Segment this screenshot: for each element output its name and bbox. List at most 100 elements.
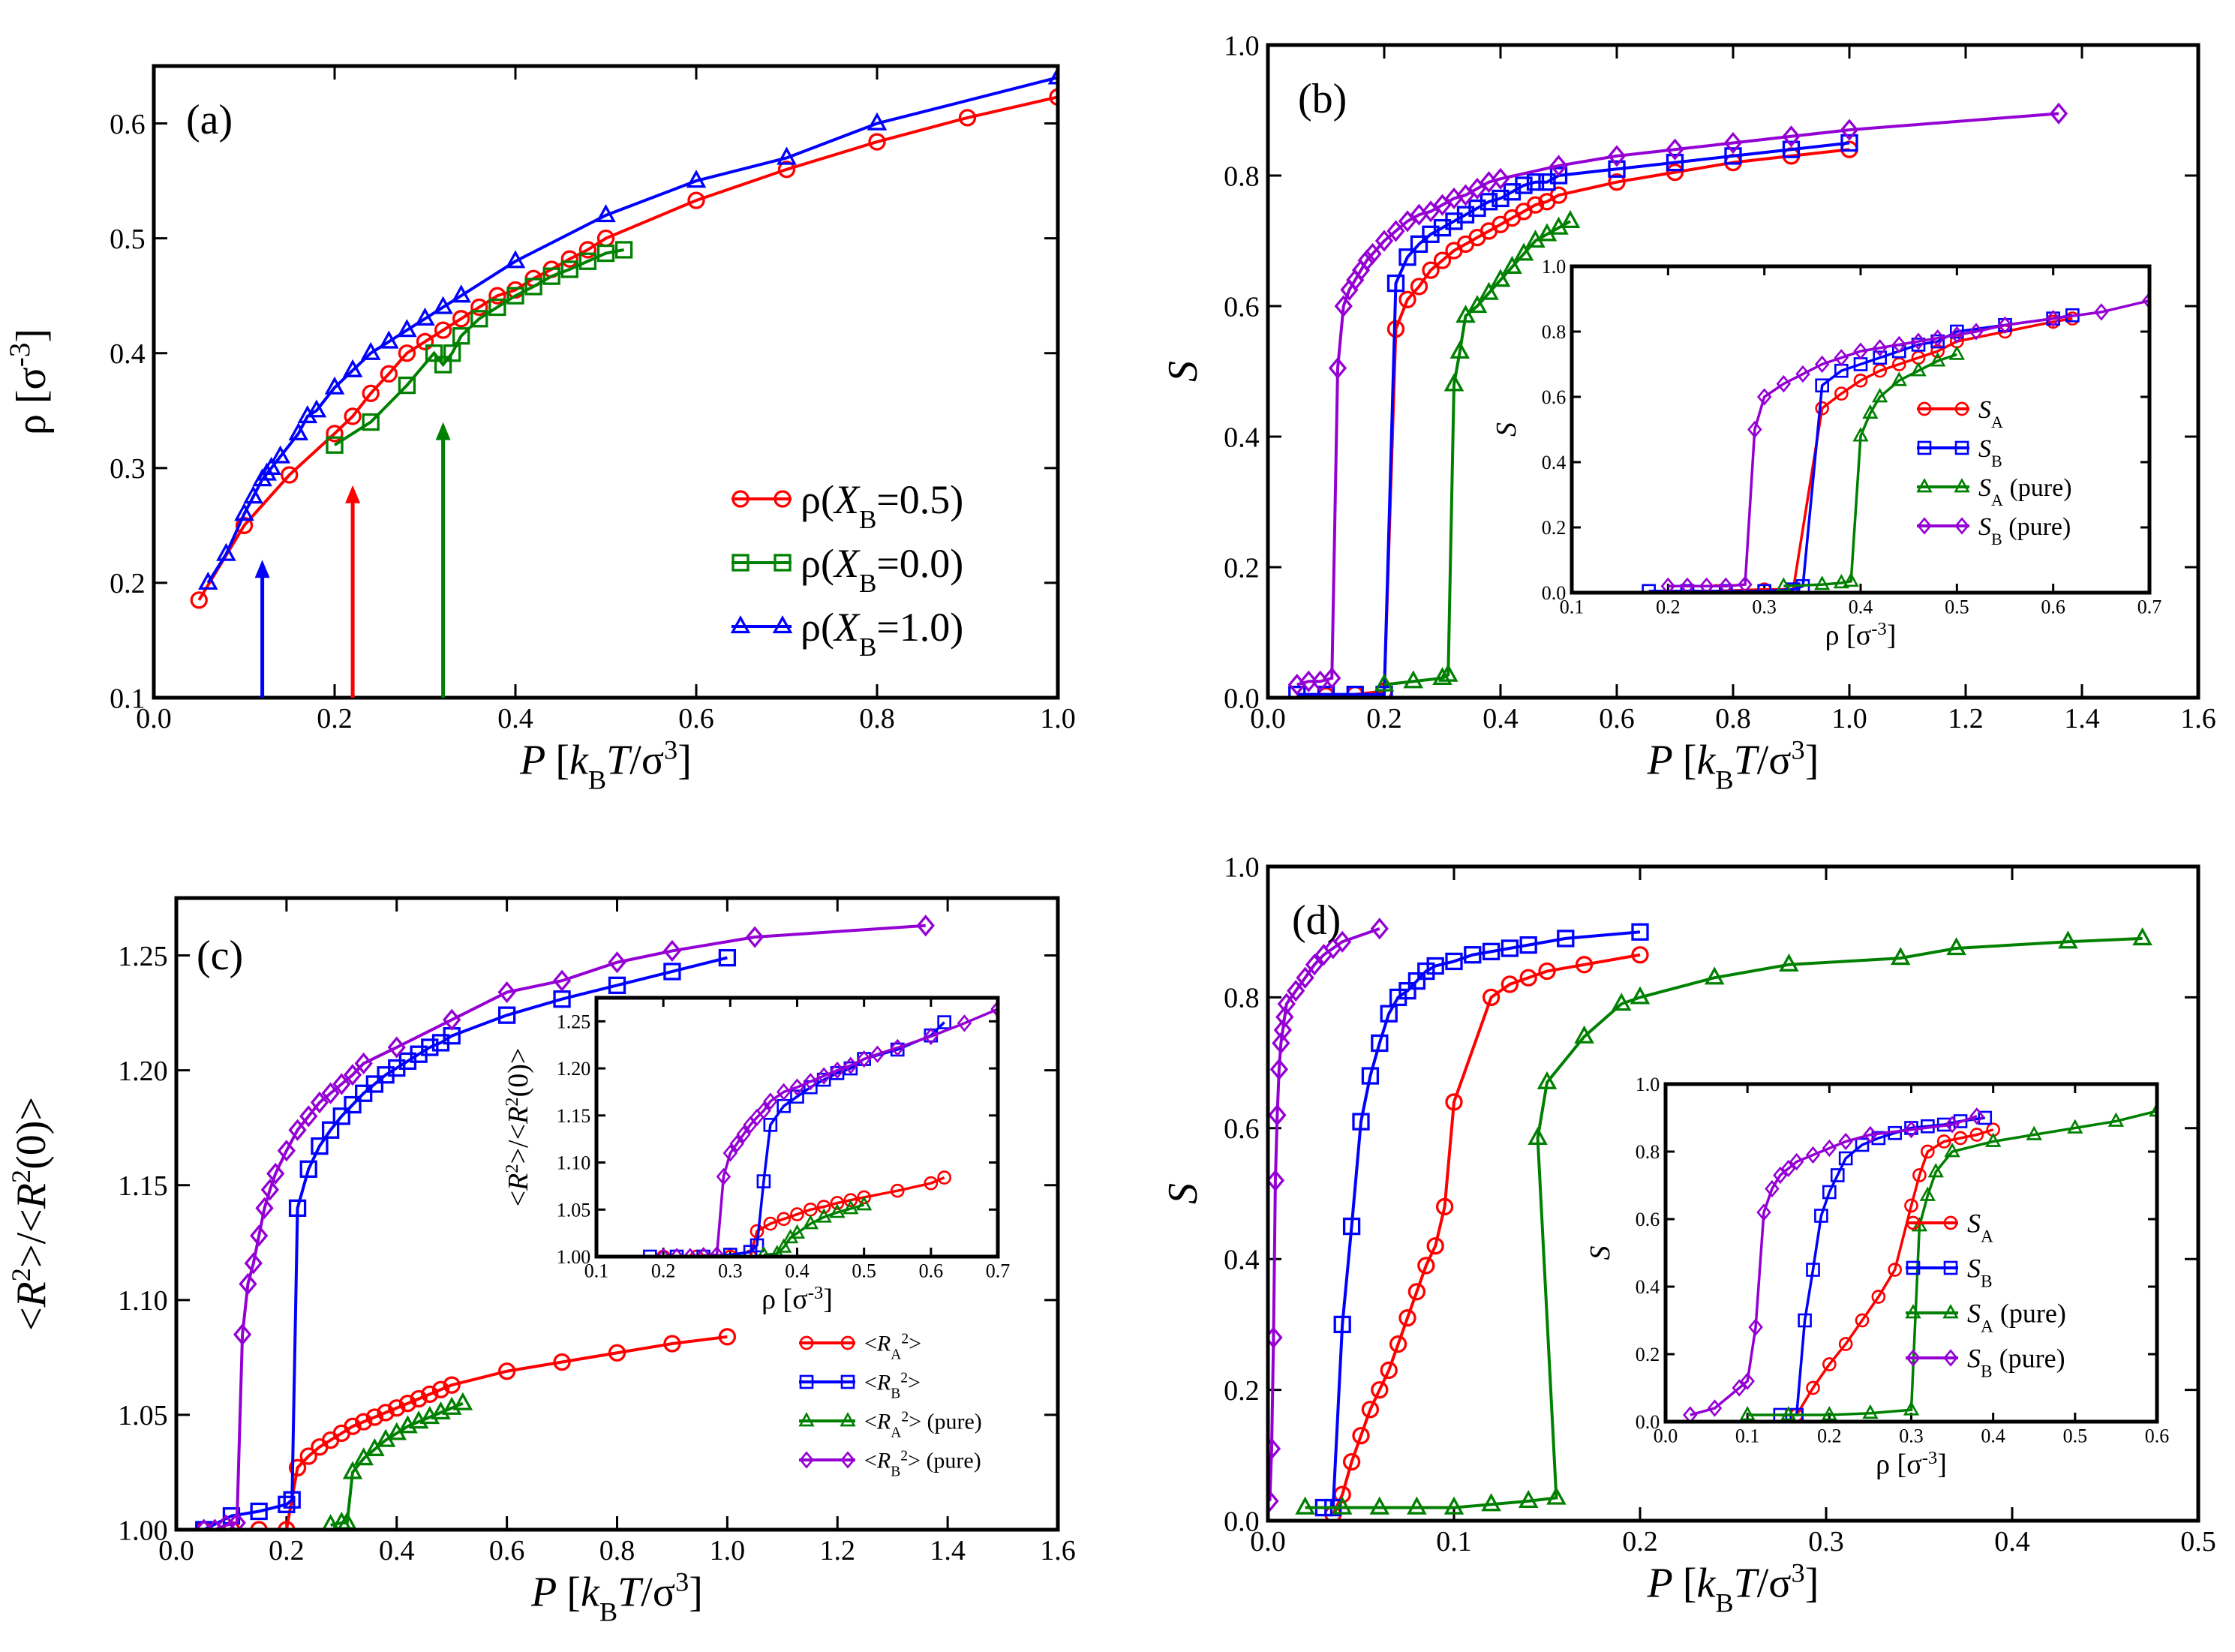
y-tick-label: 0.8 [1224,983,1260,1014]
label-part: B [1715,765,1733,795]
data-point [2049,102,2068,125]
data-point [868,133,886,151]
data-point [433,296,453,314]
label-part: X [833,605,861,650]
data-point [1775,577,1792,592]
y-tick-label: 1.0 [1224,30,1260,62]
data-point [1549,155,1568,177]
legend-entry: SA (pure) [1905,1299,2066,1337]
series-line [1668,299,2149,588]
label-part: ] [1937,1449,1947,1480]
data-point [266,1162,285,1185]
y-tick-label: 0.8 [1542,321,1567,343]
x-tick-label: 0.6 [2041,596,2065,617]
series-line [1747,1110,2157,1416]
series-line [1783,353,1957,588]
panel-b-inset: 0.1 0.2 0.3 0.4 0.5 0.6 0.7 0.0 0.2 0.4 0.6 0.8 1.0 ρ… [1491,256,2161,651]
x-axis-label: P [kBT/σ3] [1647,735,1819,795]
legend-entry: SA (pure) [1916,474,2072,509]
data-point [1969,1128,1984,1142]
legend-marker [1917,517,1932,535]
series [190,88,1058,609]
panel-label: (d) [1292,897,1341,944]
series-line [1331,953,1641,1515]
data-point [260,1179,279,1201]
data-point [1049,88,1058,106]
label-part: T [1734,1560,1760,1607]
data-point [410,1389,428,1408]
data-point [353,1447,374,1466]
legend-marker [799,1451,814,1469]
data-point [1287,980,1305,1002]
data-point [250,1502,268,1521]
label-part: -3 [808,1283,824,1303]
series [757,1196,873,1257]
x-axis-label: ρ [σ-3] [762,1283,833,1316]
data-point [578,241,597,259]
legend-entry: ρ(XB=1.0) [730,605,963,661]
label-part: S [1160,1183,1206,1204]
label-part: < [864,1332,877,1356]
data-point [1352,1426,1370,1445]
x-tick-label: 0.6 [678,703,714,734]
x-tick-label: 0.4 [1849,596,1873,617]
label-part: ρ [1876,1449,1890,1480]
label-part: ρ( [801,605,834,650]
data-point [763,1118,778,1132]
label-part: B [859,504,876,533]
data-point [596,244,615,263]
legend-marker [1906,1215,1921,1230]
data-point [261,456,281,475]
data-point [288,422,309,441]
label-part: ] [1887,620,1897,651]
axes-frame [1266,864,2200,1523]
data-point [756,1174,771,1188]
data-point [1853,342,1868,360]
data-point [890,1038,905,1057]
label-part: A [891,1425,901,1440]
data-point [1891,371,1907,386]
series-line [1305,936,2143,1509]
data-point [497,1362,516,1380]
legend-marker [774,490,792,508]
x-tick-label: 0.8 [1715,703,1751,734]
y-axis-label: S [1585,1246,1616,1260]
data-point [1978,1110,1993,1125]
data-point [1323,667,1341,689]
y-tick-label: 1.15 [557,1105,591,1127]
data-point [789,1078,805,1096]
data-point [421,1385,439,1404]
legend-marker [1943,1349,1958,1367]
legend-label: <RB2> (pure) [864,1448,981,1479]
data-point [1363,242,1382,265]
label-part: < [864,1449,877,1473]
data-point [452,1392,473,1410]
data-point [1781,1159,1796,1178]
x-tick-label: 0.3 [718,1260,743,1281]
data-point [830,1196,845,1210]
data-point [431,1380,450,1398]
data-point [1930,329,1945,347]
y-tick-label: 1.05 [557,1199,591,1221]
data-point [434,356,452,374]
label-part: (pure) [1993,1344,2065,1374]
data-point [1608,160,1626,178]
data-point [344,407,362,425]
data-point [234,503,254,521]
data-point [816,1067,831,1085]
data-point [1305,954,1324,976]
data-point [1515,176,1533,194]
data-point [365,1437,385,1456]
data-point [696,1249,710,1257]
data-point [2132,927,2152,946]
data-point [1782,140,1801,158]
data-point [1740,1372,1755,1390]
x-tick-label: 0.3 [1752,596,1777,617]
label-part: ] [1805,1560,1819,1607]
label-part: ] [8,329,55,343]
label-part: T [617,1569,644,1616]
label-part: B [1715,1588,1733,1618]
x-tick-label: 0.4 [1981,1425,2005,1446]
label-part: R [503,1173,534,1191]
